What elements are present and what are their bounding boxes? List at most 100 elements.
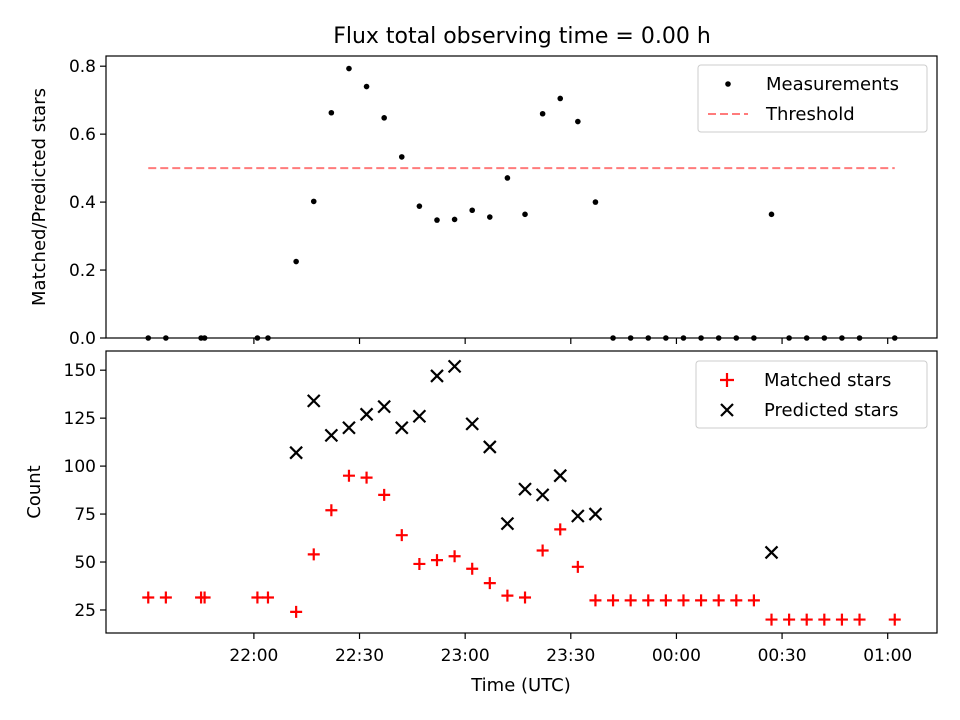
matched-star-marker [624, 594, 637, 607]
matched-star-marker [290, 605, 303, 618]
top-y-axis: 0.0 0.2 0.4 0.6 0.8 [69, 57, 106, 349]
top-y-tick-label: 0.2 [69, 261, 96, 281]
matched-star-marker [853, 613, 866, 626]
matched-star-marker [395, 529, 408, 542]
matched-star-marker [765, 613, 778, 626]
predicted-star-marker [571, 509, 585, 523]
x-tick-label: 00:00 [652, 646, 701, 666]
measurement-point [381, 115, 387, 121]
matched-star-marker [378, 488, 391, 501]
legend-measurements-label: Measurements [766, 74, 899, 95]
matched-star-marker [519, 591, 532, 604]
bottom-panel-frame [105, 350, 938, 634]
matched-star-marker [659, 594, 672, 607]
matched-star-marker [413, 557, 426, 570]
predicted-star-marker [518, 482, 532, 496]
bottom-y-tick-label: 100 [64, 457, 96, 477]
bottom-y-axis: 25 50 75 100 125 150 [64, 361, 106, 621]
predicted-star-marker [483, 440, 497, 454]
matched-star-marker [677, 594, 690, 607]
matched-star-marker [712, 594, 725, 607]
measurement-point [416, 203, 423, 209]
predicted-star-marker [359, 407, 374, 422]
x-tick-label: 22:00 [229, 646, 278, 666]
matched-star-marker [800, 613, 813, 626]
measurement-point [363, 83, 370, 90]
measurement-point [768, 211, 775, 218]
legend-predicted-label: Predicted stars [764, 400, 898, 421]
matched-star-marker [159, 591, 172, 604]
predicted-star-marker [465, 417, 479, 431]
bottom-y-tick-label: 25 [74, 601, 96, 621]
predicted-star-marker [447, 359, 462, 374]
legend-predicted-marker [720, 403, 734, 417]
predicted-star-marker [535, 488, 550, 502]
x-tick-label: 00:30 [758, 646, 807, 666]
measurement-point [575, 118, 581, 125]
matched-star-marker [448, 550, 461, 563]
measurement-point [293, 258, 299, 265]
predicted-star-marker [430, 369, 444, 383]
predicted-star-marker [324, 428, 339, 443]
top-y-tick-label: 0.0 [69, 329, 96, 349]
matched-star-marker [261, 591, 274, 604]
x-tick-label: 23:30 [546, 646, 595, 666]
bottom-y-axis-label: Count [24, 465, 45, 518]
top-legend: Measurements Threshold [697, 64, 928, 133]
chart-title: Flux total observing time = 0.00 h [333, 24, 711, 49]
matched-star-marker [818, 613, 831, 626]
matched-star-marker [835, 613, 848, 626]
bottom-plot-marks [142, 359, 901, 626]
matched-star-marker [783, 613, 796, 626]
x-tick-label: 23:00 [441, 646, 490, 666]
measurement-point [310, 198, 317, 205]
measurement-point [346, 65, 352, 72]
legend-matched-marker [720, 373, 734, 387]
matched-star-marker [571, 560, 584, 573]
measurement-point [557, 95, 564, 102]
predicted-star-marker [306, 394, 321, 408]
measurement-point [487, 214, 493, 220]
matched-star-marker [888, 613, 901, 626]
predicted-star-marker [395, 420, 409, 435]
predicted-star-marker [500, 516, 515, 531]
measurement-point [469, 207, 476, 214]
top-y-axis-label: Matched/Predicted stars [29, 88, 50, 306]
matched-star-marker [466, 562, 479, 575]
top-plot-marks [145, 65, 898, 341]
x-tick-label: 01:00 [863, 646, 912, 666]
predicted-star-marker [342, 420, 356, 435]
legend-measurements-marker [725, 81, 731, 87]
measurement-point [522, 211, 528, 218]
matched-star-marker [730, 594, 743, 607]
top-panel-frame [105, 55, 938, 339]
matched-star-marker [360, 471, 373, 484]
matched-star-marker [325, 504, 338, 517]
measurement-point [398, 154, 405, 160]
predicted-star-marker [289, 445, 303, 460]
legend-threshold-label: Threshold [765, 104, 855, 125]
predicted-star-marker [588, 507, 603, 521]
matched-star-marker [536, 544, 549, 557]
matched-star-marker [554, 523, 567, 536]
bottom-y-tick-label: 50 [74, 553, 96, 573]
matched-star-marker [607, 594, 620, 607]
x-tick-label: 22:30 [335, 646, 384, 666]
bottom-legend-box [695, 360, 928, 429]
bottom-panel: 25 50 75 100 125 150 22:00 22:30 23:00 23:30 00:0… [24, 350, 938, 696]
bottom-y-tick-label: 150 [64, 361, 96, 381]
bottom-x-axis: 22:00 22:30 23:00 23:30 00:00 00:30 01:00 [229, 633, 912, 666]
measurement-point [451, 216, 458, 223]
bottom-legend: Matched stars Predicted stars [695, 360, 928, 429]
legend-matched-label: Matched stars [764, 370, 891, 391]
predicted-star-marker [377, 399, 391, 414]
matched-star-marker [589, 594, 602, 607]
measurement-point [328, 109, 335, 116]
measurement-point [434, 217, 440, 223]
matched-star-marker [747, 594, 760, 607]
matched-star-marker [251, 591, 264, 604]
measurement-point [504, 175, 511, 181]
top-y-tick-label: 0.8 [69, 57, 96, 77]
matched-star-marker [307, 548, 320, 561]
